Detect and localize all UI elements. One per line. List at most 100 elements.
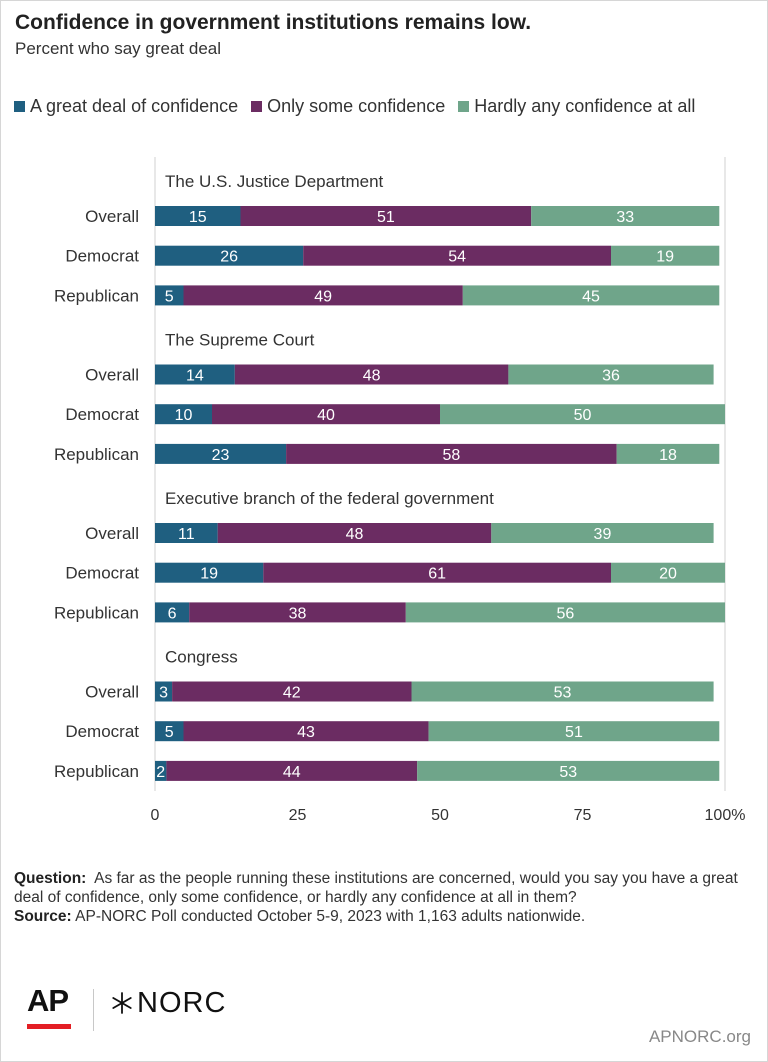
row-label: Overall <box>85 683 139 702</box>
bar-segment-only-some <box>217 523 492 543</box>
source-label: Source: <box>14 908 72 925</box>
norc-star-icon <box>112 992 132 1014</box>
bar-segment-only-some <box>286 443 617 464</box>
row-label: Overall <box>85 207 139 226</box>
row-label: Republican <box>54 603 139 622</box>
bar-segment-only-some <box>212 404 440 425</box>
data-label-hardly-any: 19 <box>656 249 674 266</box>
bar-segment-hardly-any <box>405 602 725 623</box>
data-label-hardly-any: 51 <box>565 724 583 741</box>
data-label-great-deal: 2 <box>156 764 165 781</box>
legend-label-only-some: Only some confidence <box>267 95 446 116</box>
legend-item-only-some: Only some confidence <box>251 96 445 117</box>
data-label-hardly-any: 33 <box>616 209 634 226</box>
data-label-great-deal: 15 <box>189 209 207 226</box>
bar-segment-only-some <box>303 245 611 266</box>
data-label-only-some: 38 <box>289 605 307 622</box>
bar-segment-great-deal <box>155 245 304 266</box>
bar-segment-only-some <box>166 760 418 781</box>
data-label-great-deal: 5 <box>165 288 174 305</box>
data-label-hardly-any: 56 <box>557 605 575 622</box>
data-label-only-some: 49 <box>314 288 332 305</box>
bar-segment-hardly-any <box>531 206 720 226</box>
data-label-only-some: 44 <box>283 764 301 781</box>
data-label-hardly-any: 20 <box>659 566 677 583</box>
ap-logo: AP <box>27 985 71 1031</box>
row-label: Overall <box>85 366 139 385</box>
x-tick-label: 50 <box>431 807 449 824</box>
row-label: Democrat <box>65 405 139 424</box>
chart-subtitle: Percent who say great deal <box>15 39 222 58</box>
data-label-only-some: 51 <box>377 209 395 226</box>
row-label: Overall <box>85 524 139 543</box>
bar-segment-only-some <box>234 364 509 385</box>
row-label: Republican <box>54 445 139 464</box>
bar-segment-hardly-any <box>491 523 714 543</box>
bar-segment-great-deal <box>155 523 218 543</box>
data-label-only-some: 54 <box>448 249 466 266</box>
data-label-only-some: 48 <box>346 526 364 543</box>
data-label-only-some: 40 <box>317 407 335 424</box>
bar-segment-great-deal <box>155 562 264 583</box>
bar-segment-great-deal <box>155 721 184 742</box>
data-label-hardly-any: 53 <box>559 764 577 781</box>
bar-segment-great-deal <box>155 285 184 306</box>
group-label: Congress <box>165 648 238 667</box>
data-label-great-deal: 3 <box>159 685 168 702</box>
bar-segment-hardly-any <box>611 562 725 583</box>
data-label-only-some: 48 <box>363 368 381 385</box>
bar-segment-only-some <box>183 285 463 306</box>
bar-segment-hardly-any <box>611 245 720 266</box>
data-label-only-some: 61 <box>428 566 446 583</box>
norc-logo-text: NORC <box>137 986 227 1019</box>
source-text: AP-NORC Poll conducted October 5-9, 2023… <box>75 908 586 925</box>
data-label-hardly-any: 36 <box>602 368 620 385</box>
bar-segment-great-deal <box>155 602 190 623</box>
data-label-great-deal: 10 <box>175 407 193 424</box>
legend-label-hardly-any: Hardly any confidence at all <box>474 95 696 116</box>
bar-segment-great-deal <box>155 760 167 781</box>
data-label-great-deal: 23 <box>212 447 230 464</box>
question-label: Question: <box>14 870 87 887</box>
data-label-great-deal: 14 <box>186 368 204 385</box>
row-label: Republican <box>54 286 139 305</box>
bar-segment-hardly-any <box>462 285 720 306</box>
norc-logo: NORC <box>111 986 226 1020</box>
row-label: Democrat <box>65 247 139 266</box>
site-url: APNORC.org <box>648 1027 751 1046</box>
data-label-only-some: 58 <box>443 447 461 464</box>
data-label-only-some: 43 <box>297 724 315 741</box>
row-label: Democrat <box>65 722 139 741</box>
data-label-great-deal: 5 <box>165 724 174 741</box>
bar-segment-only-some <box>240 206 532 226</box>
legend: A great deal of confidence Only some con… <box>14 94 764 118</box>
row-label: Democrat <box>65 564 139 583</box>
legend-swatch-great-deal <box>14 100 25 112</box>
bar-segment-only-some <box>172 681 412 702</box>
bar-segment-great-deal <box>155 681 173 702</box>
bar-segment-great-deal <box>155 404 212 425</box>
data-label-great-deal: 19 <box>200 566 218 583</box>
ap-logo-text: AP <box>27 983 69 1018</box>
data-label-hardly-any: 39 <box>594 526 612 543</box>
data-label-great-deal: 26 <box>220 249 238 266</box>
row-label: Republican <box>54 762 139 781</box>
group-label: The Supreme Court <box>165 331 315 350</box>
legend-swatch-only-some <box>251 100 263 112</box>
ap-logo-underline <box>27 1024 71 1029</box>
bar-segment-hardly-any <box>616 443 720 464</box>
data-label-hardly-any: 53 <box>554 685 572 702</box>
bar-segment-hardly-any <box>417 760 720 781</box>
x-tick-label: 0 <box>151 807 160 824</box>
group-label: The U.S. Justice Department <box>165 172 384 191</box>
bar-segment-hardly-any <box>428 721 720 742</box>
legend-swatch-hardly-any <box>458 100 470 112</box>
footer-note: Question: As far as the people running t… <box>14 869 754 926</box>
legend-item-hardly-any: Hardly any confidence at all <box>458 96 695 117</box>
bar-segment-only-some <box>189 602 406 623</box>
legend-label-great-deal: A great deal of confidence <box>30 95 239 116</box>
x-tick-label: 100% <box>705 807 746 824</box>
data-label-hardly-any: 18 <box>659 447 677 464</box>
